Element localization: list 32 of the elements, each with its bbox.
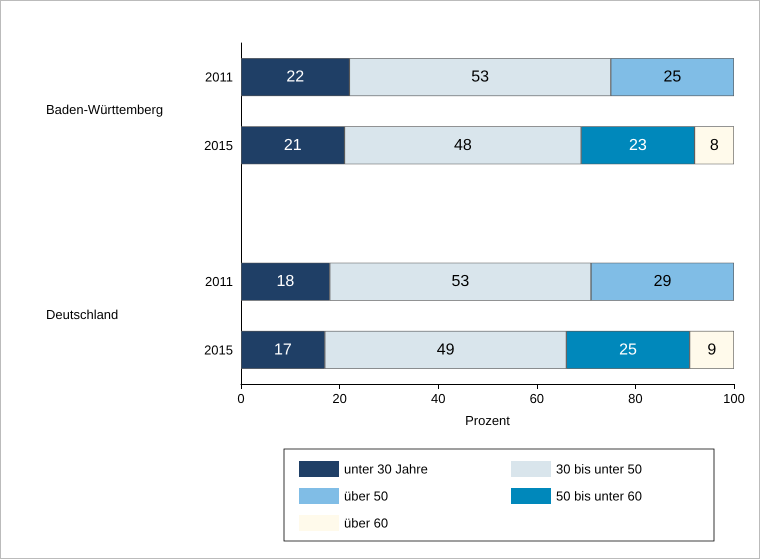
- data-label: 25: [663, 68, 682, 86]
- y-tick-label: 2015: [204, 138, 233, 153]
- data-label: 49: [436, 341, 455, 358]
- x-tick-label: 20: [332, 391, 347, 406]
- legend-label: 50 bis unter 60: [556, 488, 642, 504]
- data-label: 48: [454, 136, 472, 154]
- data-label: 53: [451, 273, 470, 290]
- data-label: 53: [471, 68, 490, 86]
- x-tick-label: 60: [530, 391, 544, 406]
- legend-label: über 60: [344, 516, 388, 530]
- x-tick-label: 80: [628, 391, 643, 406]
- data-label: 9: [707, 341, 716, 358]
- data-label: 21: [284, 136, 302, 154]
- data-label: 8: [710, 136, 719, 154]
- x-tick-label: 100: [723, 391, 745, 406]
- data-label: 29: [654, 273, 672, 290]
- data-label: 25: [619, 341, 638, 358]
- text: Deutschland: [46, 306, 118, 322]
- x-tick-label: 40: [430, 391, 446, 406]
- data-label: 23: [628, 136, 647, 154]
- data-label: 18: [276, 273, 294, 290]
- legend-label: unter 30 Jahre: [344, 462, 428, 476]
- x-tick-label: 0: [237, 391, 245, 406]
- data-label: 17: [274, 341, 292, 358]
- data-label: 22: [286, 68, 304, 86]
- legend-label: 30 bis unter 50: [556, 462, 642, 476]
- legend-label: über 50: [344, 488, 388, 504]
- y-tick-label: 2011: [205, 70, 233, 85]
- text: Baden-Württemberg: [46, 102, 164, 118]
- x-axis-title: Prozent: [465, 413, 510, 428]
- y-tick-label: 2011: [205, 274, 233, 290]
- y-tick-label: 2015: [204, 342, 233, 358]
